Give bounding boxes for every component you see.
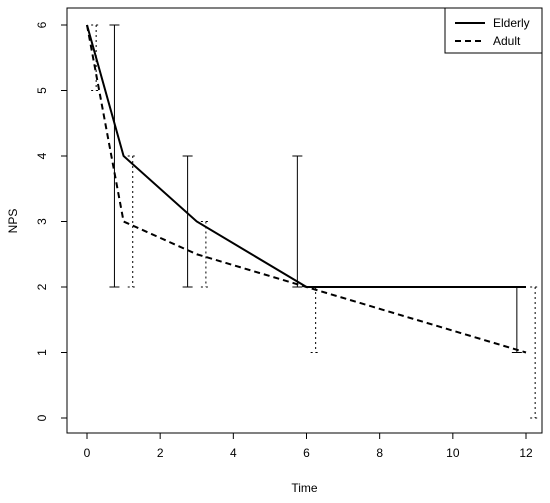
x-tick-label: 4 xyxy=(230,446,237,460)
y-tick-label: 2 xyxy=(35,283,49,290)
x-tick-label: 8 xyxy=(376,446,383,460)
x-tick-label: 6 xyxy=(303,446,310,460)
series-lines xyxy=(86,24,527,354)
legend: Elderly Adult xyxy=(444,7,543,54)
x-tick-label: 12 xyxy=(519,446,533,460)
legend-label-adult: Adult xyxy=(493,34,521,48)
y-tick-label: 1 xyxy=(35,349,49,356)
x-axis-label: Time xyxy=(291,481,318,495)
series-line-adult xyxy=(86,24,527,354)
y-axis-label: NPS xyxy=(6,209,20,234)
y-tick-label: 4 xyxy=(35,152,49,159)
series-line-elderly xyxy=(86,24,526,288)
legend-label-elderly: Elderly xyxy=(493,16,530,30)
x-tick-label: 10 xyxy=(446,446,460,460)
x-tick-label: 0 xyxy=(84,446,91,460)
error-bars xyxy=(91,24,541,419)
y-tick-label: 6 xyxy=(35,21,49,28)
y-tick-label: 0 xyxy=(35,414,49,421)
x-tick-label: 2 xyxy=(157,446,164,460)
y-tick-label: 3 xyxy=(35,218,49,225)
y-tick-label: 5 xyxy=(35,87,49,94)
legend-box xyxy=(444,7,543,54)
